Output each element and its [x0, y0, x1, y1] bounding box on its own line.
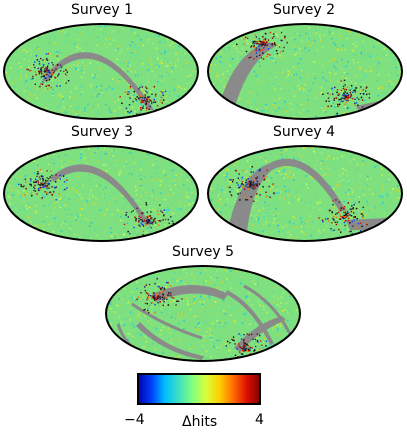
pole-cluster — [318, 199, 368, 235]
masked-band — [234, 316, 286, 352]
sky-map-survey-5 — [105, 265, 301, 362]
panel-title-survey-1: Survey 1 — [70, 2, 134, 18]
sky-map-survey-4 — [207, 145, 403, 242]
masked-band — [225, 290, 274, 345]
panel-title-survey-5: Survey 5 — [171, 244, 235, 260]
map-outline — [207, 23, 403, 120]
panel-title-survey-2: Survey 2 — [272, 2, 336, 18]
sky-map-survey-1 — [3, 23, 199, 120]
pole-cluster — [119, 85, 167, 118]
colorbar-gradient — [137, 373, 261, 405]
masked-band — [136, 322, 204, 360]
panel-title-survey-4: Survey 4 — [272, 124, 336, 140]
noise-pattern — [208, 24, 402, 119]
masked-band — [152, 285, 228, 302]
map-outline — [3, 145, 199, 242]
pole-cluster — [136, 278, 183, 314]
sky-map-survey-2 — [207, 23, 403, 120]
pole-cluster — [18, 169, 68, 201]
pole-cluster — [227, 166, 275, 202]
pole-cluster — [322, 79, 371, 115]
masked-band — [243, 284, 292, 335]
panel-title-survey-3: Survey 3 — [70, 124, 134, 140]
masked-arc — [50, 164, 150, 226]
map-outline — [207, 145, 403, 242]
colorbar-max-label: 4 — [255, 412, 264, 428]
pole-cluster — [236, 27, 288, 60]
map-outline — [3, 23, 199, 120]
masked-band — [131, 302, 203, 340]
masked-arc — [42, 52, 154, 110]
masked-band — [220, 42, 276, 117]
pole-cluster — [26, 53, 70, 90]
colorbar-min-label: −4 — [124, 412, 145, 428]
map-outline — [105, 265, 301, 362]
colorbar — [137, 373, 261, 405]
colorbar-title: Δhits — [182, 414, 218, 430]
sky-map-survey-3 — [3, 145, 199, 242]
